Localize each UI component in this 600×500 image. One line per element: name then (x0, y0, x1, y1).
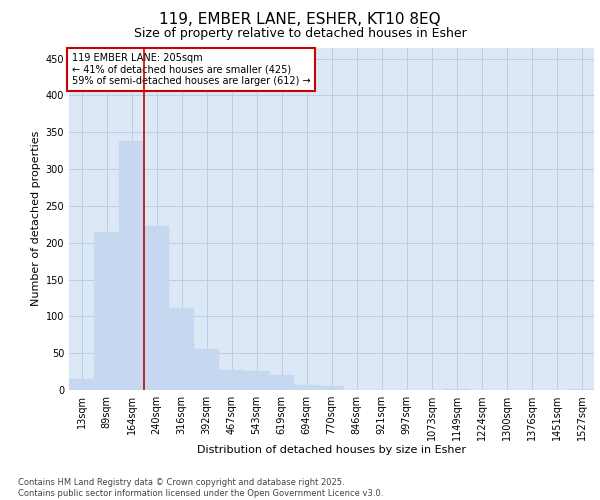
Bar (194, 350, 219, 390)
Text: Contains HM Land Registry data © Crown copyright and database right 2025.
Contai: Contains HM Land Registry data © Crown c… (18, 478, 383, 498)
Bar (244, 371, 269, 390)
Bar (69, 379, 94, 390)
Bar (144, 226, 169, 390)
Bar (269, 376, 294, 390)
Bar (219, 370, 244, 390)
Bar (94, 232, 119, 390)
Bar (319, 386, 344, 390)
Bar (169, 308, 194, 390)
Text: Size of property relative to detached houses in Esher: Size of property relative to detached ho… (134, 28, 466, 40)
Bar (119, 141, 144, 390)
Text: 119, EMBER LANE, ESHER, KT10 8EQ: 119, EMBER LANE, ESHER, KT10 8EQ (159, 12, 441, 28)
Text: 119 EMBER LANE: 205sqm
← 41% of detached houses are smaller (425)
59% of semi-de: 119 EMBER LANE: 205sqm ← 41% of detached… (71, 52, 310, 86)
X-axis label: Distribution of detached houses by size in Esher: Distribution of detached houses by size … (197, 444, 466, 454)
Bar (294, 385, 319, 390)
Y-axis label: Number of detached properties: Number of detached properties (31, 131, 41, 306)
Bar (569, 388, 594, 390)
